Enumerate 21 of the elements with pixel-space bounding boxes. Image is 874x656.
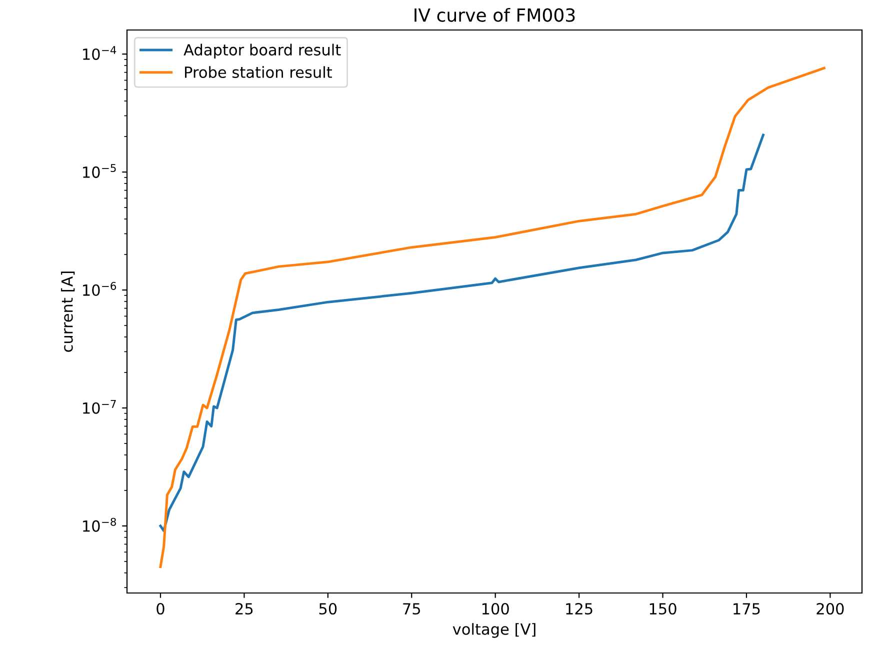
x-tick-label: 100 <box>482 602 509 615</box>
chart-title: IV curve of FM003 <box>414 8 575 22</box>
legend-label: Adaptor board result <box>184 44 341 59</box>
x-axis-title: voltage [V] <box>452 623 536 638</box>
x-tick-label: 200 <box>816 602 844 615</box>
x-tick-label: 50 <box>319 602 337 615</box>
x-tick-label: 150 <box>650 602 676 615</box>
y-axis-title: current [A] <box>61 272 75 352</box>
x-tick-label: 125 <box>566 602 592 615</box>
x-tick-label: 75 <box>403 603 420 615</box>
x-tick-label: 25 <box>236 602 253 615</box>
line-series <box>159 134 764 532</box>
x-tick-label: 175 <box>734 603 760 615</box>
y-tick-label: 10$^{−8}$ <box>83 518 116 532</box>
y-tick-label: 10$^{−7}$ <box>83 400 116 414</box>
y-tick-label: 10$^{−4}$ <box>83 46 116 60</box>
line-series <box>159 66 826 568</box>
y-tick-label: 10$^{−6}$ <box>83 282 116 296</box>
x-tick-label: 0 <box>156 602 164 615</box>
legend-label: Probe station result <box>185 66 332 78</box>
y-tick-label: 10$^{−5}$ <box>83 164 116 178</box>
